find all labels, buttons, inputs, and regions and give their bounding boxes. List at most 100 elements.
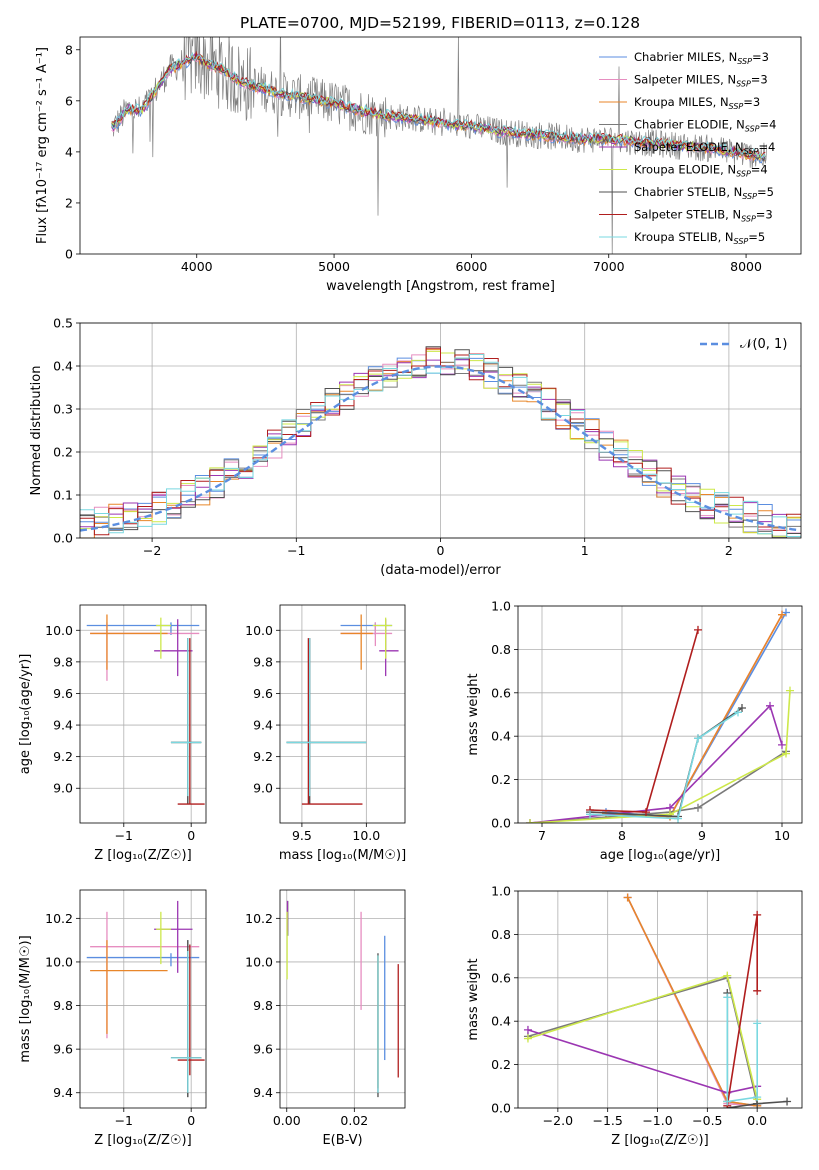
ticks: 9.5 10.0 9.0 9.2 9.4 9.6 9.8 10.0 xyxy=(245,623,380,843)
series-marker xyxy=(766,701,774,710)
y-tick-label: 9.6 xyxy=(253,1042,273,1057)
plot-area xyxy=(523,893,792,1108)
weight-series-kroupa-elodie xyxy=(526,686,794,823)
y-tick-label: 10.0 xyxy=(245,954,273,969)
x-tick-label: 9 xyxy=(698,828,706,843)
plot-area xyxy=(86,614,205,805)
y-tick-label: 4 xyxy=(65,144,73,159)
axes-weight-vs-age: 7 8 9 10 0.0 0.2 0.4 0.6 0.8 1.0 age [log₁₀(age/yr… xyxy=(466,599,803,863)
series-marker xyxy=(526,819,534,823)
x-tick-label: 10 xyxy=(774,828,790,843)
ticks: −1 0 9.0 9.2 9.4 9.6 9.8 10.0 xyxy=(45,623,195,843)
series-line xyxy=(726,997,758,1103)
plot-area xyxy=(80,346,801,538)
legend-label-chabrier-elodie: Chabrier ELODIE, NSSP=4 xyxy=(634,118,776,134)
series-line xyxy=(529,690,791,823)
x-tick-label: 4000 xyxy=(181,259,213,274)
weight-series-salpeter-elodie xyxy=(526,701,786,823)
y-tick-label: 9.4 xyxy=(53,1085,73,1100)
legend-label-normal: 𝒩(0, 1) xyxy=(740,337,787,352)
series-marker xyxy=(783,1097,792,1106)
y-tick-label: 0.6 xyxy=(491,970,511,985)
series-line xyxy=(589,629,699,813)
y-tick-label: 9.4 xyxy=(253,1085,273,1100)
ticks: 0.00 0.02 9.4 9.6 9.8 10.0 10.2 xyxy=(245,911,368,1128)
axes-frame xyxy=(279,604,406,824)
y-tick-label: 9.0 xyxy=(53,781,73,796)
errorbar-chabrier-elodie xyxy=(286,638,367,805)
axes-age-vs-Z: −1 0 9.0 9.2 9.4 9.6 9.8 10.0 Z [log₁₀(Z/Z☉)] age… xyxy=(18,604,207,863)
residual-histogram-salpeter-stelib xyxy=(80,347,801,536)
y-tick-label: 9.4 xyxy=(253,718,273,733)
y-tick-label: 9.4 xyxy=(53,718,73,733)
x-axis-label: Z [log₁₀(Z/Z☉)] xyxy=(94,848,191,863)
grid-lines xyxy=(80,605,206,823)
y-tick-label: 9.6 xyxy=(53,686,73,701)
y-tick-label: 10.2 xyxy=(245,911,273,926)
weight-series-salpeter-stelib xyxy=(586,625,702,817)
errorbar-chabrier-elodie xyxy=(170,638,202,805)
errorbar-salpeter-stelib xyxy=(301,638,363,805)
x-tick-label: 6000 xyxy=(455,259,487,274)
y-tick-label: 0.8 xyxy=(491,642,511,657)
errorbar-chabrier-stelib xyxy=(170,638,202,805)
weight-series-kroupa-stelib xyxy=(586,708,742,823)
x-tick-label: −2.0 xyxy=(543,1113,573,1128)
errorbar-kroupa-miles xyxy=(340,614,373,670)
series-marker xyxy=(723,971,732,980)
legend: 𝒩(0, 1) xyxy=(700,337,787,352)
x-tick-label: 9.5 xyxy=(292,828,312,843)
x-tick-label: −1 xyxy=(115,1113,133,1128)
series-marker xyxy=(694,625,702,634)
y-tick-label: 0.2 xyxy=(491,772,511,787)
errorbar-chabrier-miles xyxy=(86,953,200,967)
grid-lines xyxy=(518,890,802,1109)
x-axis-label: age [log₁₀(age/yr)] xyxy=(600,848,721,863)
x-tick-label: 0 xyxy=(437,543,445,558)
y-tick-label: 9.8 xyxy=(253,654,273,669)
plot-area xyxy=(86,900,205,1098)
y-axis-label: mass [log₁₀(M/M☉)] xyxy=(18,935,33,1062)
errorbar-salpeter-elodie xyxy=(379,619,399,677)
y-tick-label: 0.2 xyxy=(53,445,73,460)
axes-frame xyxy=(279,889,406,1109)
grid-lines xyxy=(280,605,405,823)
series-marker xyxy=(523,1034,532,1043)
y-tick-label: 0.0 xyxy=(491,1101,511,1116)
series-marker xyxy=(778,610,786,619)
plot-area xyxy=(286,900,399,1098)
axes-spectrum: 4000 5000 6000 7000 8000 0 2 4 6 8 wavelength [Ang… xyxy=(35,36,802,294)
series-marker xyxy=(623,893,632,902)
y-tick-label: 0.8 xyxy=(491,927,511,942)
legend-label-salpeter-miles: Salpeter MILES, NSSP=3 xyxy=(634,73,768,89)
series-marker xyxy=(723,993,732,1002)
series-marker xyxy=(694,803,702,812)
y-tick-label: 10.2 xyxy=(45,911,73,926)
plot-area xyxy=(286,614,399,805)
axes-frame xyxy=(79,889,207,1109)
y-tick-label: 0.0 xyxy=(53,531,73,546)
legend-label-salpeter-stelib: Salpeter STELIB, NSSP=3 xyxy=(634,208,773,224)
y-axis-label: mass weight xyxy=(466,958,481,1040)
errorbar-kroupa-stelib xyxy=(286,638,367,797)
axes-weight-vs-Z: −2.0 −1.5 −1.0 −0.5 0.0 0.0 0.2 0.4 0.6 0.8 1.0 Z [… xyxy=(466,884,803,1148)
ticks: −1 0 9.4 9.6 9.8 10.0 10.2 xyxy=(45,911,195,1128)
x-tick-label: 0.00 xyxy=(273,1113,301,1128)
y-tick-label: 6 xyxy=(65,93,73,108)
weight-series-kroupa-elodie xyxy=(523,971,762,1104)
x-tick-label: 8 xyxy=(618,828,626,843)
x-tick-label: −0.5 xyxy=(692,1113,722,1128)
model-spectrum-kroupa-stelib xyxy=(111,51,766,159)
y-tick-label: 2 xyxy=(65,195,73,210)
axes-mass-vs-ebv: 0.00 0.02 9.4 9.6 9.8 10.0 10.2 E(B-V) xyxy=(245,889,406,1148)
y-axis-label: mass weight xyxy=(466,673,481,755)
errorbar-salpeter-elodie xyxy=(154,619,193,677)
weight-series-salpeter-elodie xyxy=(523,1025,762,1097)
errorbar-salpeter-stelib xyxy=(177,638,205,805)
y-axis-label: age [log₁₀(age/yr)] xyxy=(18,654,33,775)
y-tick-label: 9.0 xyxy=(253,781,273,796)
ticks: 7 8 9 10 0.0 0.2 0.4 0.6 0.8 1.0 xyxy=(491,599,790,844)
y-tick-label: 0.4 xyxy=(53,359,73,374)
y-tick-label: 0.0 xyxy=(491,816,511,831)
